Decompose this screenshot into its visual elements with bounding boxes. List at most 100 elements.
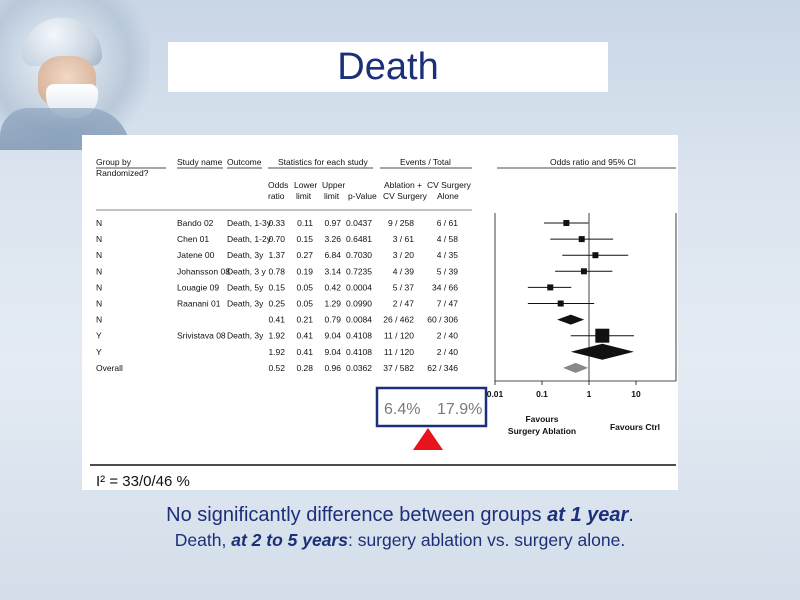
hdr-pvalue: p-Value xyxy=(348,191,377,201)
row-upper: 3.14 xyxy=(324,266,341,276)
row-upper: 9.04 xyxy=(324,331,341,341)
row-pvalue: 0.7235 xyxy=(346,266,372,276)
row-surgery-events: 6 / 61 xyxy=(437,218,459,228)
hdr-events: Events / Total xyxy=(400,157,451,167)
row-lower: 0.28 xyxy=(296,363,313,373)
row-study: Johansson 08 xyxy=(177,266,230,276)
highlight-ablation-pct: 6.4% xyxy=(384,401,420,418)
point-estimate xyxy=(563,220,570,226)
row-ablation-events: 5 / 37 xyxy=(393,282,415,292)
highlight-box xyxy=(375,386,488,428)
forest-plot-panel: Group by Randomized? Study name Outcome … xyxy=(82,135,678,490)
row-group: Overall xyxy=(96,363,123,373)
x-tick-label: 10 xyxy=(631,389,641,399)
row-or: 0.70 xyxy=(268,234,285,244)
hdr-ablation-1: Ablation + xyxy=(384,180,422,190)
row-surgery-events: 5 / 39 xyxy=(437,266,459,276)
hdr-study-name: Study name xyxy=(177,157,223,167)
row-lower: 0.05 xyxy=(296,299,313,309)
hdr-outcome: Outcome xyxy=(227,157,262,167)
overall-diamond xyxy=(563,362,589,373)
heterogeneity-label: I² = 33/0/46 % xyxy=(96,473,190,490)
hdr-randomized: Randomized? xyxy=(96,168,149,178)
row-lower: 0.11 xyxy=(297,218,313,228)
row-outcome: Death, 3y xyxy=(227,299,264,309)
title-box: Death xyxy=(168,42,608,92)
row-study: Srivistava 08 xyxy=(177,331,226,341)
point-estimate xyxy=(547,284,554,291)
row-surgery-events: 2 / 40 xyxy=(437,347,459,357)
row-surgery-events: 2 / 40 xyxy=(437,331,459,341)
row-or: 0.15 xyxy=(268,282,285,292)
row-outcome: Death, 3y xyxy=(227,331,264,341)
row-group: N xyxy=(96,315,102,325)
hdr-lower-limit: limit xyxy=(296,191,312,201)
footer-line-2-emphasis: at 2 to 5 years xyxy=(231,530,348,550)
row-lower: 0.41 xyxy=(296,331,313,341)
row-pvalue: 0.0437 xyxy=(346,218,372,228)
favours-left-2: Surgery Ablation xyxy=(508,426,576,436)
hdr-ablation-2: CV Surgery xyxy=(383,191,428,201)
row-or: 1.92 xyxy=(268,347,285,357)
point-estimate xyxy=(592,252,599,259)
row-outcome: Death, 3 y xyxy=(227,266,266,276)
hdr-upper-limit: limit xyxy=(324,191,340,201)
row-group: N xyxy=(96,250,102,260)
x-tick-label: 0.01 xyxy=(487,389,504,399)
row-group: Y xyxy=(96,347,102,357)
row-pvalue: 0.0084 xyxy=(346,315,372,325)
footer-line-1-a: No significantly difference between grou… xyxy=(166,504,548,526)
point-estimate xyxy=(557,300,564,307)
slide-title: Death xyxy=(337,46,439,88)
row-upper: 0.42 xyxy=(324,282,341,292)
forest-plot: Group by Randomized? Study name Outcome … xyxy=(90,157,677,466)
row-lower: 0.15 xyxy=(296,234,313,244)
row-or: 1.92 xyxy=(268,331,285,341)
row-group: N xyxy=(96,218,102,228)
subtotal-diamond xyxy=(557,314,585,325)
row-upper: 0.96 xyxy=(324,363,341,373)
hdr-stats: Statistics for each study xyxy=(278,157,369,167)
row-ablation-events: 4 / 39 xyxy=(393,266,415,276)
row-upper: 6.84 xyxy=(324,250,341,260)
row-pvalue: 0.0004 xyxy=(346,282,372,292)
row-outcome: Death, 1-3y xyxy=(227,218,272,228)
subtotal-diamond xyxy=(570,343,634,360)
row-ablation-events: 11 / 120 xyxy=(384,347,414,357)
row-upper: 9.04 xyxy=(324,347,341,357)
hdr-upper: Upper xyxy=(322,180,345,190)
row-pvalue: 0.4108 xyxy=(346,331,372,341)
row-study: Chen 01 xyxy=(177,234,209,244)
row-pvalue: 0.6481 xyxy=(346,234,372,244)
red-triangle-marker xyxy=(413,428,443,450)
row-group: N xyxy=(96,266,102,276)
x-tick-label: 1 xyxy=(587,389,592,399)
footer-text: No significantly difference between grou… xyxy=(0,502,800,552)
row-ablation-events: 3 / 20 xyxy=(393,250,415,260)
row-lower: 0.41 xyxy=(296,347,313,357)
row-surgery-events: 34 / 66 xyxy=(432,282,458,292)
row-outcome: Death, 1-2y xyxy=(227,234,272,244)
row-surgery-events: 4 / 35 xyxy=(437,250,459,260)
row-group: Y xyxy=(96,331,102,341)
point-estimate xyxy=(578,236,585,243)
footer-line-2-c: : surgery ablation vs. surgery alone. xyxy=(347,530,626,550)
row-surgery-events: 62 / 346 xyxy=(427,363,458,373)
row-lower: 0.27 xyxy=(296,250,313,260)
row-upper: 0.97 xyxy=(324,218,341,228)
row-pvalue: 0.7030 xyxy=(346,250,372,260)
row-ablation-events: 3 / 61 xyxy=(393,234,415,244)
row-or: 0.52 xyxy=(268,363,285,373)
favours-right: Favours Ctrl xyxy=(610,422,660,432)
row-or: 0.33 xyxy=(268,218,285,228)
row-ablation-events: 37 / 582 xyxy=(383,363,414,373)
footer-line-1-emphasis: at 1 year xyxy=(547,504,629,526)
row-surgery-events: 4 / 58 xyxy=(437,234,459,244)
row-ablation-events: 11 / 120 xyxy=(384,331,414,341)
row-upper: 1.29 xyxy=(324,299,341,309)
hdr-lower: Lower xyxy=(294,180,317,190)
row-upper: 3.26 xyxy=(324,234,341,244)
row-pvalue: 0.4108 xyxy=(346,347,372,357)
row-lower: 0.19 xyxy=(296,266,313,276)
row-study: Louagie 09 xyxy=(177,282,219,292)
